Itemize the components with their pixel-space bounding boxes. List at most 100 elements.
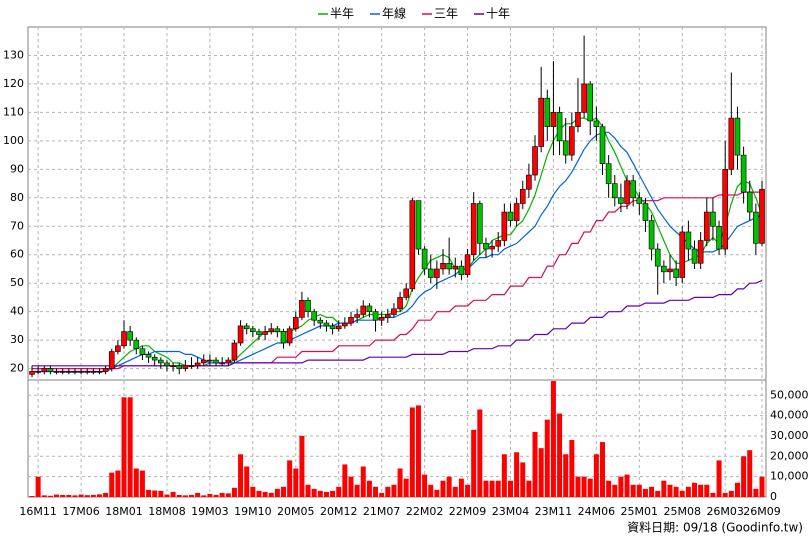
volume-bar: [747, 450, 753, 497]
volume-bar: [465, 484, 471, 497]
volume-bar: [734, 482, 740, 497]
volume-bar: [569, 440, 575, 497]
y-tick-label: 20: [10, 362, 24, 375]
candle-body: [151, 356, 158, 361]
y2-tick-label: 20,000: [770, 449, 808, 462]
candle-body: [722, 169, 728, 250]
volume-bar: [250, 486, 256, 497]
x-tick-label: 20M05: [277, 505, 315, 518]
volume-bar: [336, 486, 342, 497]
candle-body: [507, 211, 514, 221]
volume-bar: [299, 435, 305, 497]
volume-bar: [96, 494, 102, 497]
volume-bar: [35, 476, 41, 497]
volume-bar: [415, 405, 421, 497]
candle-body: [164, 362, 170, 367]
candle-body: [231, 342, 238, 361]
candle-body: [648, 220, 655, 250]
candle-body: [84, 371, 91, 373]
candle-body: [667, 268, 673, 273]
candle-body: [532, 146, 538, 176]
y-tick-label: 90: [10, 162, 24, 175]
volume-bar: [477, 409, 483, 497]
volume-bar: [182, 495, 188, 497]
volume-bar: [403, 478, 409, 497]
plot-frame: [27, 26, 767, 498]
legend-label: 年線: [382, 6, 406, 21]
candle-body: [127, 331, 133, 341]
candle-body: [403, 288, 410, 298]
x-tick-label: 16M11: [19, 505, 57, 518]
volume-bar: [379, 492, 385, 497]
footnote: 資料日期: 09/18 (Goodinfo.tw): [627, 521, 803, 535]
candle-body: [630, 180, 636, 199]
candle-body: [219, 362, 225, 365]
volume-bar: [667, 484, 673, 497]
volume-bar: [139, 470, 145, 497]
candle-body: [661, 265, 667, 273]
volume-bar: [587, 478, 593, 497]
legend-label: 三年: [434, 7, 458, 21]
volume-bar: [514, 452, 520, 497]
volume-bar: [440, 480, 446, 497]
volume-bar: [501, 454, 507, 497]
volume-bar: [219, 492, 225, 497]
candle-body: [96, 371, 103, 373]
y2-tick-label: 40,000: [770, 409, 808, 422]
y2-tick-label: 50,000: [770, 388, 808, 401]
volume-bar: [201, 495, 207, 497]
y-tick-label: 130: [3, 48, 24, 61]
candle-body: [299, 299, 305, 318]
candle-body: [182, 365, 189, 369]
candle-body: [366, 305, 373, 312]
candle-body: [740, 154, 747, 193]
candle-body: [495, 240, 502, 247]
y-tick-label: 80: [10, 191, 24, 204]
volume-bar: [323, 491, 329, 497]
candle-body: [286, 328, 293, 344]
volume-bar: [164, 494, 170, 497]
candle-body: [78, 371, 84, 373]
candle-body: [673, 268, 679, 278]
volume-bar: [54, 494, 60, 497]
volume-bar: [434, 489, 440, 497]
candle-body: [556, 112, 563, 142]
candle-body: [372, 311, 379, 321]
x-tick-label: 25M01: [621, 505, 659, 518]
candle-body: [391, 308, 397, 315]
volume-bar: [722, 492, 728, 497]
volume-bar: [188, 494, 194, 497]
candle-body: [274, 328, 281, 332]
volume-bar: [532, 431, 538, 497]
volume-bar: [612, 484, 618, 497]
candle-body: [575, 112, 581, 127]
volume-bar: [287, 460, 293, 497]
volume-bar: [244, 466, 250, 497]
candle-body: [458, 265, 465, 275]
volume-bar: [618, 476, 624, 497]
candle-body: [262, 331, 268, 335]
volume-bar: [281, 486, 287, 497]
candle-body: [335, 325, 342, 330]
candle-body: [121, 331, 127, 347]
y2-tick-label: 30,000: [770, 429, 808, 442]
volume-bar: [293, 468, 299, 497]
x-tick-label: 25M08: [664, 505, 702, 518]
candle-body: [421, 248, 428, 270]
candle-body: [483, 243, 489, 250]
candle-body: [176, 365, 183, 369]
volume-bar: [146, 489, 152, 497]
volume-bar: [231, 487, 237, 497]
volume-bar: [133, 468, 139, 497]
candle-body: [47, 368, 54, 372]
x-tick-label: 26M03: [706, 505, 744, 518]
candle-body: [562, 140, 569, 156]
volume-bar: [661, 480, 667, 497]
candle-body: [685, 231, 692, 250]
volume-bar: [526, 480, 532, 497]
volume-bar: [557, 413, 563, 497]
volume-bar: [544, 419, 550, 497]
volume-bar: [109, 472, 115, 497]
volume-bar: [366, 480, 372, 497]
